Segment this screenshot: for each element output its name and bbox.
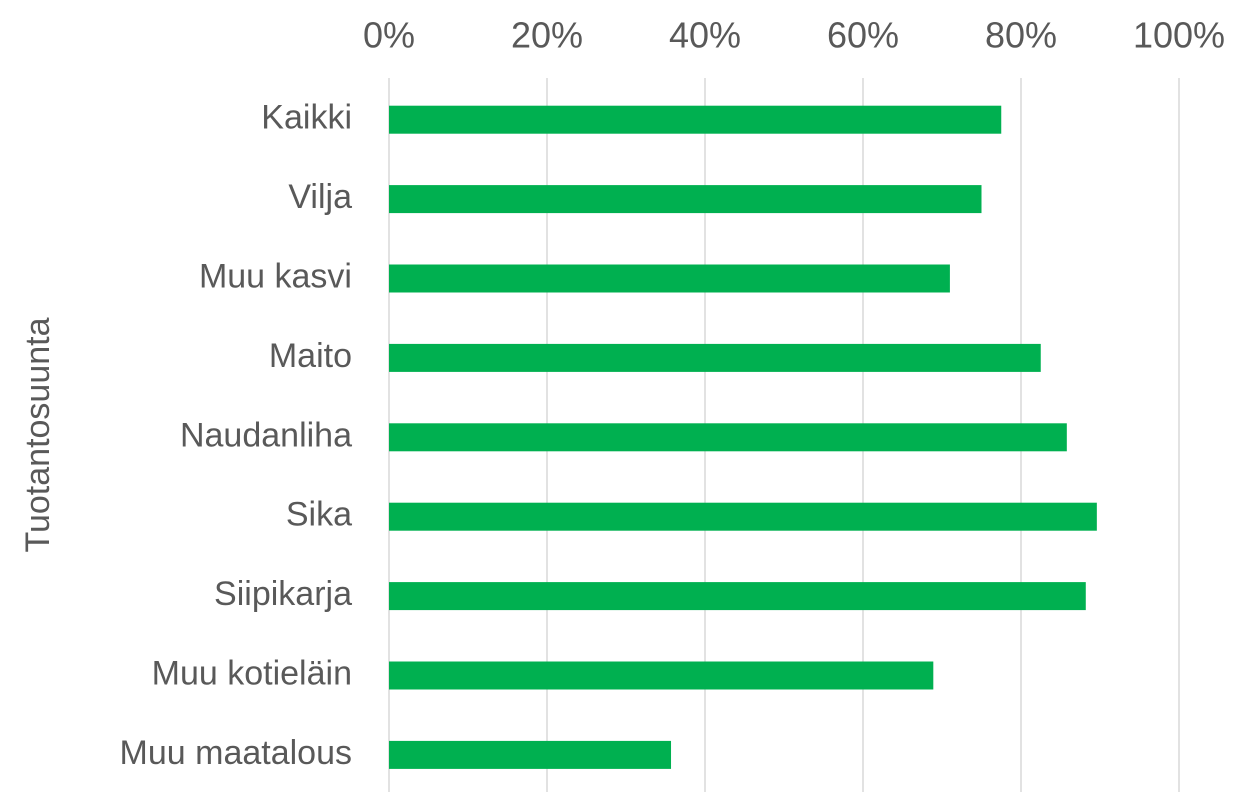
y-tick-label: Naudanliha (180, 416, 352, 454)
bar (389, 661, 934, 690)
bar (389, 740, 672, 769)
y-tick-label: Kaikki (261, 99, 352, 137)
y-tick-label: Muu kotieläin (152, 654, 352, 692)
x-tick-label: 40% (669, 15, 741, 56)
y-axis-title: Tuotantosuunta (19, 317, 57, 552)
y-tick-label: Siipikarja (214, 575, 352, 613)
bar (389, 185, 982, 214)
bar (389, 264, 950, 293)
bar (389, 105, 1002, 134)
bar (389, 423, 1067, 452)
bar (389, 582, 1086, 611)
y-tick-label: Muu maatalous (120, 734, 352, 772)
x-tick-label: 60% (827, 15, 899, 56)
y-tick-label: Vilja (288, 178, 352, 216)
x-tick-label: 20% (511, 15, 583, 56)
x-tick-label: 0% (363, 15, 415, 56)
y-tick-label: Muu kasvi (199, 257, 352, 295)
bar (389, 343, 1041, 372)
y-tick-label: Maito (269, 337, 352, 375)
bar (389, 502, 1097, 531)
y-tick-label: Sika (286, 496, 352, 534)
x-tick-label: 80% (985, 15, 1057, 56)
x-tick-label: 100% (1133, 15, 1225, 56)
